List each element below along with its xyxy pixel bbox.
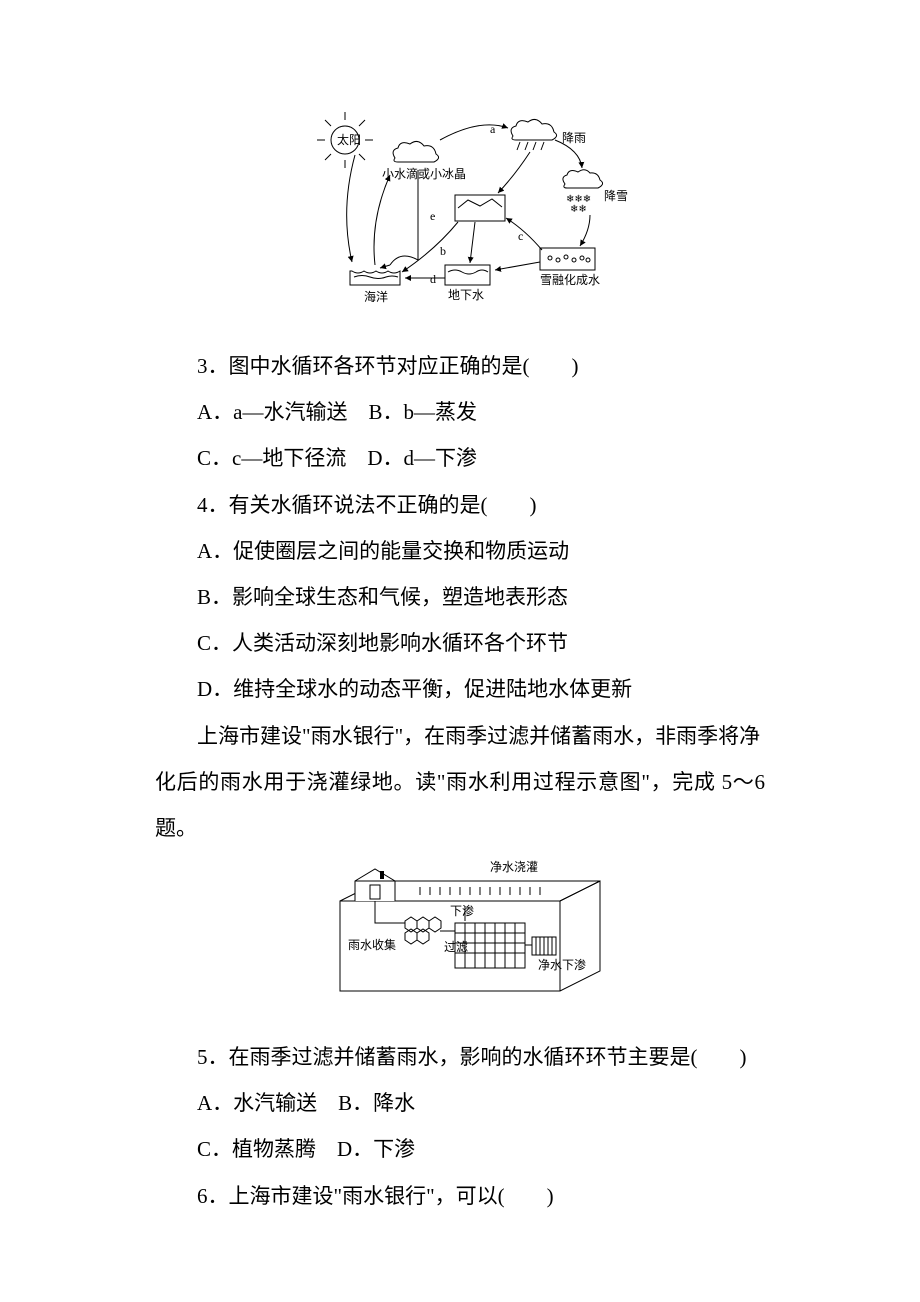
- q4-option-b: B．影响全球生态和气候，塑造地表形态: [155, 574, 765, 620]
- q5-options-row2: C．植物蒸腾 D．下渗: [155, 1126, 765, 1172]
- edge-label-b: b: [440, 244, 446, 258]
- figure-water-cycle: 太阳 小水滴或小冰晶 降雨 ❄❄❄ ❄❄ 降雪 雪融化成水 地下水 海洋 a: [155, 100, 765, 315]
- water-cycle-svg: 太阳 小水滴或小冰晶 降雨 ❄❄❄ ❄❄ 降雪 雪融化成水 地下水 海洋 a: [290, 100, 630, 310]
- label-infil2: 净水下渗: [538, 957, 586, 972]
- label-rain: 降雨: [562, 131, 586, 145]
- label-droplets: 小水滴或小冰晶: [382, 166, 466, 181]
- label-sun: 太阳: [337, 132, 361, 147]
- snowflake-icon: ❄❄: [570, 204, 587, 215]
- label-snow: 降雪: [604, 189, 628, 203]
- q5-options-row1: A．水汽输送 B．降水: [155, 1080, 765, 1126]
- edge-label-c: c: [518, 229, 523, 243]
- label-groundwater: 地下水: [448, 288, 484, 302]
- label-infil1: 下渗: [450, 903, 474, 918]
- label-filter: 过滤: [444, 940, 468, 954]
- q3-stem: 3．图中水循环各环节对应正确的是( ): [155, 343, 765, 389]
- passage-line1: 上海市建设"雨水银行"，在雨季过滤并储蓄雨水，非雨季将净: [155, 713, 765, 759]
- label-melt: 雪融化成水: [540, 273, 600, 287]
- q4-option-a: A．促使圈层之间的能量交换和物质运动: [155, 528, 765, 574]
- label-ocean: 海洋: [364, 289, 388, 304]
- q4-option-d: D．维持全球水的动态平衡，促进陆地水体更新: [155, 666, 765, 712]
- q4-option-c: C．人类活动深刻地影响水循环各个环节: [155, 620, 765, 666]
- q3-options-row2: C．c—地下径流 D．d—下渗: [155, 435, 765, 481]
- edge-label-a: a: [490, 122, 496, 136]
- q6-stem: 6．上海市建设"雨水银行"，可以( ): [155, 1173, 765, 1219]
- passage-line2: 化后的雨水用于浇灌绿地。读"雨水利用过程示意图"，完成 5～6 题。: [155, 759, 765, 851]
- edge-label-d: d: [430, 272, 436, 286]
- edge-label-e: e: [430, 209, 435, 223]
- label-collect: 雨水收集: [348, 937, 396, 952]
- q5-stem: 5．在雨季过滤并储蓄雨水，影响的水循环环节主要是( ): [155, 1034, 765, 1080]
- rain-bank-svg: 净水浇灌 雨水收集 过滤 下渗 净水下渗: [310, 851, 610, 1001]
- label-irrigation: 净水浇灌: [490, 860, 538, 874]
- q4-stem: 4．有关水循环说法不正确的是( ): [155, 482, 765, 528]
- q3-options-row1: A．a—水汽输送 B．b—蒸发: [155, 389, 765, 435]
- figure-rain-bank: 净水浇灌 雨水收集 过滤 下渗 净水下渗: [155, 851, 765, 1006]
